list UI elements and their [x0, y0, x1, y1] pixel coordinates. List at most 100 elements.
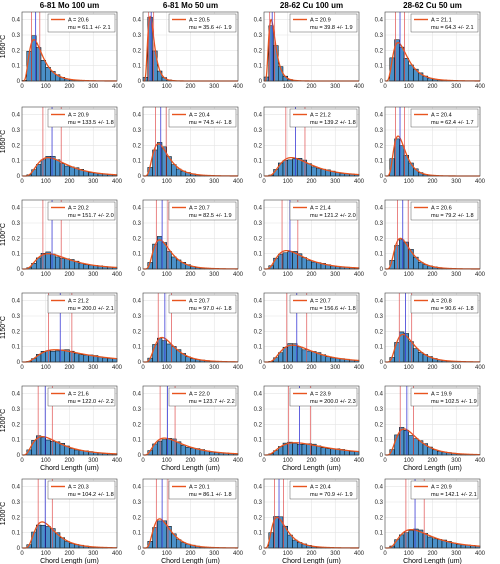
histogram-bar — [325, 356, 331, 363]
x-tick-label: 200 — [306, 365, 317, 371]
legend-amplitude: A = 20.4 — [431, 113, 452, 119]
histogram-bar — [69, 166, 75, 177]
histogram-panel: 0 0.1 0.2 0.3 0.4 0 100 200 300 400 A = 20.7mu = 8… — [133, 199, 244, 278]
histogram-bar — [287, 534, 293, 549]
legend-mu: mu = 70.9 +/- 1.9 — [310, 492, 353, 498]
histogram-bar — [157, 440, 163, 456]
x-tick-label: 300 — [209, 365, 220, 371]
histogram-bar — [176, 168, 182, 177]
axes-box — [21, 106, 118, 177]
legend-amplitude: A = 20.5 — [189, 18, 210, 24]
y-tick-label: 0 — [17, 174, 21, 180]
x-tick-label: 0 — [383, 179, 387, 185]
legend-amplitude: A = 20.2 — [68, 206, 89, 212]
histogram-bar — [161, 340, 167, 363]
y-tick-label: 0 — [17, 267, 21, 273]
x-tick-label: 0 — [262, 458, 266, 464]
histogram-bar — [78, 262, 84, 270]
histogram-bar — [418, 352, 424, 363]
legend-box — [47, 201, 116, 221]
x-tick-label: 400 — [475, 179, 486, 185]
histogram-bar — [157, 142, 163, 177]
y-tick-label: 0.2 — [375, 515, 384, 521]
y-tick-label: 0.1 — [375, 252, 384, 258]
axes-box — [384, 106, 481, 177]
y-tick-label: 0.1 — [12, 252, 21, 258]
x-tick-label: 400 — [354, 84, 365, 90]
legend-amplitude: A = 21.2 — [68, 299, 89, 305]
axes-box — [384, 478, 481, 549]
x-tick-label: 0 — [262, 365, 266, 371]
histogram-bar — [36, 164, 42, 177]
histogram-bar — [45, 251, 51, 270]
fit-curve — [385, 528, 481, 549]
x-tick-label: 200 — [64, 365, 75, 371]
x-tick-label: 0 — [141, 365, 145, 371]
x-tick-label: 300 — [209, 179, 220, 185]
x-axis-label: Chord Length (um) — [282, 465, 341, 472]
y-tick-label: 0 — [259, 79, 263, 85]
y-tick-label: 0.4 — [133, 299, 142, 305]
y-tick-label: 0.3 — [375, 221, 384, 227]
y-tick-label: 0.4 — [254, 299, 263, 305]
x-tick-label: 0 — [141, 458, 145, 464]
x-tick-label: 0 — [20, 272, 24, 278]
x-tick-label: 200 — [64, 551, 75, 557]
axes-box — [384, 292, 481, 363]
y-tick-label: 0.1 — [254, 159, 263, 165]
x-tick-label: 300 — [330, 84, 341, 90]
histogram-panel: 0 0.1 0.2 0.3 0.4 0 100 200 300 400 A = 22.0mu = 1… — [133, 385, 244, 472]
y-tick-label: 0.4 — [12, 206, 21, 212]
x-tick-label: 200 — [185, 365, 196, 371]
legend-amplitude: A = 23.9 — [310, 392, 331, 398]
axes-box — [263, 199, 360, 270]
histogram-bar — [330, 448, 336, 456]
y-tick-label: 0.3 — [12, 128, 21, 134]
legend-mu: mu = 97.0 +/- 1.8 — [189, 306, 232, 312]
y-tick-label: 0.1 — [133, 531, 142, 537]
legend-amplitude: A = 19.9 — [431, 392, 452, 398]
y-tick-label: 0 — [380, 360, 384, 366]
legend-box — [289, 387, 358, 407]
x-tick-label: 300 — [451, 272, 462, 278]
legend-mu: mu = 79.2 +/- 1.8 — [431, 213, 474, 219]
histogram-bar — [59, 258, 65, 270]
histogram-bar — [59, 163, 65, 177]
x-tick-label: 0 — [20, 458, 24, 464]
histogram-panel: 0 0.1 0.2 0.3 0.4 0 100 200 300 400 A = 20.2mu = 1… — [12, 199, 123, 278]
legend-box — [410, 480, 479, 500]
histogram-bar — [55, 350, 61, 363]
legend-mu: mu = 102.5 +/- 1.9 — [431, 399, 477, 405]
legend-amplitude: A = 20.1 — [189, 485, 210, 491]
legend-mu: mu = 121.2 +/- 2.0 — [310, 213, 356, 219]
fit-curve — [22, 253, 118, 270]
x-tick-label: 400 — [354, 365, 365, 371]
legend-amplitude: A = 20.8 — [431, 299, 452, 305]
x-tick-label: 200 — [185, 179, 196, 185]
histogram-bar — [166, 251, 172, 270]
x-tick-label: 0 — [262, 179, 266, 185]
y-tick-label: 0.4 — [133, 18, 142, 24]
fit-curve — [385, 428, 481, 456]
axes-box — [384, 11, 481, 82]
y-tick-label: 0.3 — [133, 314, 142, 320]
legend-mu: mu = 156.6 +/- 1.8 — [310, 306, 356, 312]
column-title: 6-81 Mo 50 um — [163, 1, 218, 10]
y-tick-label: 0 — [259, 546, 263, 552]
histogram-bar — [408, 64, 414, 82]
y-tick-label: 0 — [17, 546, 21, 552]
x-tick-label: 100 — [41, 179, 52, 185]
legend-amplitude: A = 21.4 — [310, 206, 331, 212]
histogram-bar — [180, 444, 186, 456]
y-tick-label: 0.2 — [375, 143, 384, 149]
row-label: 1050°C — [0, 35, 7, 58]
histogram-bar — [306, 163, 312, 177]
x-tick-label: 300 — [88, 458, 99, 464]
y-tick-label: 0.4 — [254, 206, 263, 212]
x-tick-label: 200 — [427, 179, 438, 185]
x-tick-label: 400 — [354, 551, 365, 557]
column-title: 28-62 Cu 100 um — [280, 1, 343, 10]
y-tick-label: 0.3 — [12, 221, 21, 227]
x-tick-label: 400 — [233, 458, 244, 464]
fit-curve — [143, 336, 238, 363]
